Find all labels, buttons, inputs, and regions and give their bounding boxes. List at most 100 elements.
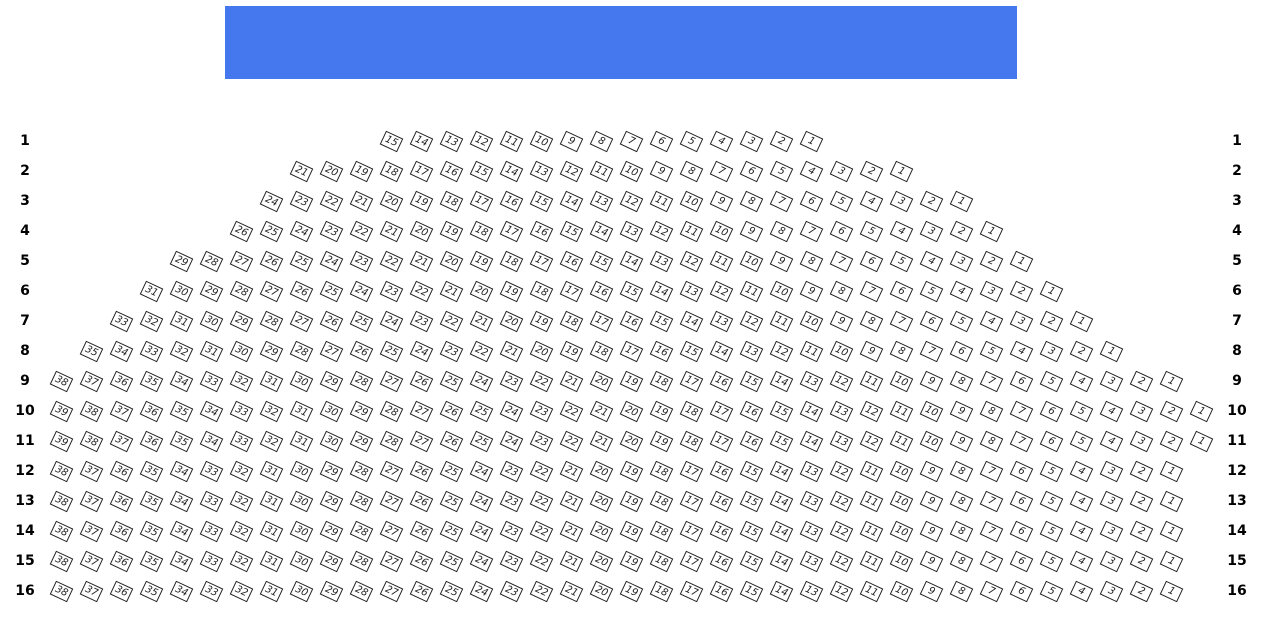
- seat[interactable]: 3: [1099, 490, 1124, 513]
- seat[interactable]: 38: [79, 400, 104, 423]
- seat[interactable]: 29: [169, 250, 194, 273]
- seat[interactable]: 15: [379, 130, 404, 153]
- seat[interactable]: 4: [1069, 520, 1094, 543]
- seat[interactable]: 23: [289, 190, 314, 213]
- seat[interactable]: 4: [1069, 460, 1094, 483]
- seat[interactable]: 12: [829, 460, 854, 483]
- seat[interactable]: 24: [409, 340, 434, 363]
- seat[interactable]: 25: [439, 520, 464, 543]
- seat[interactable]: 18: [589, 340, 614, 363]
- seat[interactable]: 23: [379, 280, 404, 303]
- seat[interactable]: 3: [979, 280, 1004, 303]
- seat[interactable]: 33: [199, 580, 224, 603]
- seat[interactable]: 13: [439, 130, 464, 153]
- seat[interactable]: 1: [1189, 400, 1214, 423]
- seat[interactable]: 26: [409, 490, 434, 513]
- seat[interactable]: 36: [109, 580, 134, 603]
- seat[interactable]: 12: [619, 190, 644, 213]
- seat[interactable]: 30: [199, 310, 224, 333]
- seat[interactable]: 17: [679, 550, 704, 573]
- seat[interactable]: 28: [349, 370, 374, 393]
- seat[interactable]: 31: [289, 400, 314, 423]
- seat[interactable]: 16: [739, 400, 764, 423]
- seat[interactable]: 2: [1129, 520, 1154, 543]
- seat[interactable]: 16: [559, 250, 584, 273]
- seat[interactable]: 35: [139, 580, 164, 603]
- seat[interactable]: 7: [799, 220, 824, 243]
- seat[interactable]: 8: [949, 580, 974, 603]
- seat[interactable]: 14: [769, 580, 794, 603]
- seat[interactable]: 9: [769, 250, 794, 273]
- seat[interactable]: 2: [1129, 370, 1154, 393]
- seat[interactable]: 8: [799, 250, 824, 273]
- seat[interactable]: 28: [349, 580, 374, 603]
- seat[interactable]: 6: [1009, 490, 1034, 513]
- seat[interactable]: 22: [379, 250, 404, 273]
- seat[interactable]: 6: [1009, 370, 1034, 393]
- seat[interactable]: 17: [679, 460, 704, 483]
- seat[interactable]: 21: [379, 220, 404, 243]
- seat[interactable]: 20: [379, 190, 404, 213]
- seat[interactable]: 15: [679, 340, 704, 363]
- seat[interactable]: 24: [349, 280, 374, 303]
- seat[interactable]: 20: [409, 220, 434, 243]
- seat[interactable]: 27: [229, 250, 254, 273]
- seat[interactable]: 3: [1129, 430, 1154, 453]
- seat[interactable]: 30: [289, 460, 314, 483]
- seat[interactable]: 12: [649, 220, 674, 243]
- seat[interactable]: 37: [79, 370, 104, 393]
- seat[interactable]: 14: [769, 520, 794, 543]
- seat[interactable]: 20: [589, 580, 614, 603]
- seat[interactable]: 26: [439, 430, 464, 453]
- seat[interactable]: 12: [859, 400, 884, 423]
- seat[interactable]: 27: [409, 430, 434, 453]
- seat[interactable]: 21: [559, 550, 584, 573]
- seat[interactable]: 22: [529, 490, 554, 513]
- seat[interactable]: 2: [979, 250, 1004, 273]
- seat[interactable]: 5: [1039, 460, 1064, 483]
- seat[interactable]: 30: [289, 580, 314, 603]
- seat[interactable]: 9: [709, 190, 734, 213]
- seat[interactable]: 19: [649, 430, 674, 453]
- seat[interactable]: 29: [319, 520, 344, 543]
- seat[interactable]: 33: [199, 550, 224, 573]
- seat[interactable]: 6: [1039, 430, 1064, 453]
- seat[interactable]: 10: [529, 130, 554, 153]
- seat[interactable]: 26: [409, 370, 434, 393]
- seat[interactable]: 28: [349, 550, 374, 573]
- seat[interactable]: 11: [499, 130, 524, 153]
- seat[interactable]: 8: [979, 430, 1004, 453]
- seat[interactable]: 5: [1039, 580, 1064, 603]
- seat[interactable]: 33: [109, 310, 134, 333]
- seat[interactable]: 35: [139, 490, 164, 513]
- seat[interactable]: 22: [349, 220, 374, 243]
- seat[interactable]: 14: [799, 430, 824, 453]
- seat[interactable]: 16: [529, 220, 554, 243]
- seat[interactable]: 21: [559, 370, 584, 393]
- seat[interactable]: 24: [499, 430, 524, 453]
- seat[interactable]: 9: [919, 460, 944, 483]
- seat[interactable]: 25: [439, 580, 464, 603]
- seat[interactable]: 8: [949, 550, 974, 573]
- seat[interactable]: 28: [229, 280, 254, 303]
- seat[interactable]: 19: [349, 160, 374, 183]
- seat[interactable]: 4: [949, 280, 974, 303]
- seat[interactable]: 31: [259, 370, 284, 393]
- seat[interactable]: 31: [289, 430, 314, 453]
- seat[interactable]: 10: [889, 550, 914, 573]
- seat[interactable]: 2: [1069, 340, 1094, 363]
- seat[interactable]: 28: [199, 250, 224, 273]
- seat[interactable]: 13: [799, 550, 824, 573]
- seat[interactable]: 2: [1009, 280, 1034, 303]
- seat[interactable]: 13: [829, 430, 854, 453]
- seat[interactable]: 1: [979, 220, 1004, 243]
- seat[interactable]: 25: [439, 460, 464, 483]
- seat[interactable]: 1: [1159, 580, 1184, 603]
- seat[interactable]: 8: [859, 310, 884, 333]
- seat[interactable]: 30: [319, 400, 344, 423]
- seat[interactable]: 30: [289, 550, 314, 573]
- seat[interactable]: 2: [769, 130, 794, 153]
- seat[interactable]: 15: [559, 220, 584, 243]
- seat[interactable]: 18: [649, 550, 674, 573]
- seat[interactable]: 30: [169, 280, 194, 303]
